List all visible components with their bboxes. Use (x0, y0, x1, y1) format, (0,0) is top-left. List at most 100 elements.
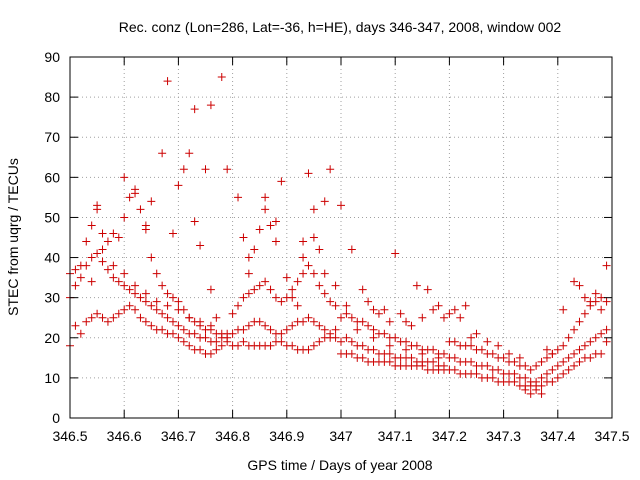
data-point (331, 301, 340, 310)
data-point (71, 265, 80, 274)
y-tick-label: 40 (44, 250, 60, 266)
data-point (358, 341, 367, 350)
data-point (369, 325, 378, 334)
data-point (358, 353, 367, 362)
y-tick-labels: 0 10 20 30 40 50 60 70 80 90 (44, 49, 60, 426)
data-point (521, 361, 530, 370)
data-point (402, 337, 411, 346)
data-point (439, 313, 448, 322)
data-point (532, 377, 541, 386)
data-point (82, 317, 91, 326)
data-point (602, 297, 611, 306)
data-point (429, 357, 438, 366)
data-point (537, 357, 546, 366)
data-point (369, 345, 378, 354)
data-point (141, 289, 150, 298)
data-point (282, 325, 291, 334)
data-point (391, 249, 400, 258)
x-tick-label: 347.1 (378, 428, 413, 444)
data-point (266, 325, 275, 334)
data-point (385, 317, 394, 326)
data-point (206, 349, 215, 358)
data-point (152, 305, 161, 314)
data-point (342, 301, 351, 310)
data-point (288, 293, 297, 302)
data-point (407, 321, 416, 330)
data-point (472, 329, 481, 338)
data-point (434, 301, 443, 310)
data-point (450, 353, 459, 362)
data-point (136, 293, 145, 302)
data-point (163, 301, 172, 310)
x-tick-label: 347.2 (432, 428, 467, 444)
data-point (575, 317, 584, 326)
data-point (282, 273, 291, 282)
data-point (402, 345, 411, 354)
data-point (575, 345, 584, 354)
data-point (532, 385, 541, 394)
data-point (87, 313, 96, 322)
data-point (98, 313, 107, 322)
data-point (337, 337, 345, 346)
data-point (537, 373, 546, 382)
y-tick-label: 30 (44, 290, 60, 306)
data-point (103, 317, 112, 326)
data-point (309, 205, 318, 214)
axis-ticks (69, 56, 613, 419)
data-point (570, 277, 579, 286)
data-point (580, 309, 589, 318)
data-point (570, 349, 579, 358)
x-tick-label: 346.6 (107, 428, 142, 444)
data-point (602, 337, 611, 346)
data-point (120, 213, 129, 222)
data-point (76, 273, 85, 282)
data-point (120, 305, 129, 314)
data-point (266, 221, 275, 230)
data-point (553, 345, 562, 354)
data-point (586, 337, 595, 346)
data-point (288, 341, 297, 350)
grid-lines (70, 57, 612, 418)
data-point (131, 189, 140, 198)
data-point (542, 345, 551, 354)
data-point (131, 305, 140, 314)
data-points (66, 73, 611, 398)
data-point (212, 345, 221, 354)
data-point (223, 165, 232, 174)
data-point (131, 289, 140, 298)
data-point (559, 341, 568, 350)
data-point (120, 269, 129, 278)
data-point (190, 217, 199, 226)
data-point (174, 297, 183, 306)
data-point (147, 321, 156, 330)
y-tick-label: 60 (44, 169, 60, 185)
data-point (564, 353, 573, 362)
data-point (168, 229, 177, 238)
data-point (277, 297, 286, 306)
data-point (369, 333, 378, 342)
data-point (315, 245, 324, 254)
data-point (152, 269, 161, 278)
data-point (423, 285, 432, 294)
data-point (347, 313, 356, 322)
data-point (244, 321, 253, 330)
data-point (168, 317, 177, 326)
data-point (494, 341, 503, 350)
data-point (196, 241, 205, 250)
data-point (120, 281, 129, 290)
data-point (93, 201, 102, 210)
x-tick-label: 347 (329, 428, 353, 444)
data-point (179, 165, 188, 174)
data-point (217, 73, 226, 82)
data-point (309, 269, 318, 278)
data-point (320, 289, 329, 298)
data-point (597, 349, 606, 358)
data-point (353, 325, 362, 334)
data-point (429, 305, 438, 314)
y-tick-label: 50 (44, 209, 60, 225)
data-point (217, 341, 226, 350)
data-point (570, 325, 579, 334)
data-point (114, 277, 123, 286)
data-point (179, 337, 188, 346)
